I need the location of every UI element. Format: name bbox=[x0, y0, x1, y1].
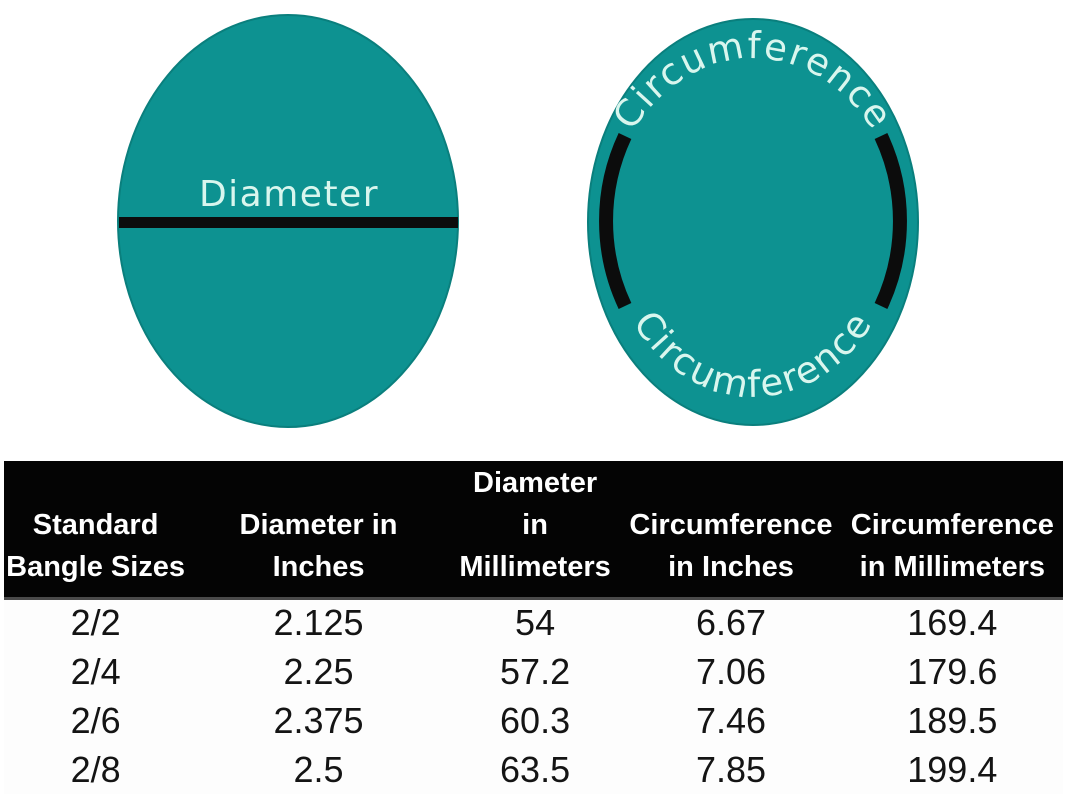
table-row: 2/2 2.125 54 6.67 169.4 bbox=[4, 598, 1063, 647]
header-diameter-millimeters: Diameter in Millimeters bbox=[449, 461, 621, 600]
circumference-arc-left-icon bbox=[599, 133, 632, 309]
cell-diameter-in: 2.125 bbox=[187, 598, 450, 647]
cell-circumference-in: 7.85 bbox=[620, 745, 842, 794]
header-circumference-millimeters: Circumference in Millimeters bbox=[841, 461, 1063, 600]
cell-circumference-mm: 179.6 bbox=[841, 647, 1063, 696]
cell-circumference-in: 7.46 bbox=[620, 696, 842, 745]
cell-diameter-mm: 54 bbox=[449, 598, 621, 647]
diameter-circumference-diagram: Diameter Circumference Circumference bbox=[117, 14, 919, 428]
cell-diameter-in: 2.375 bbox=[187, 696, 450, 745]
table-row: 2/8 2.5 63.5 7.85 199.4 bbox=[4, 745, 1063, 794]
cell-circumference-in: 7.06 bbox=[620, 647, 842, 696]
table-row: 2/4 2.25 57.2 7.06 179.6 bbox=[4, 647, 1063, 696]
table-header-row: Standard Bangle Sizes Diameter in Inches… bbox=[4, 461, 1063, 600]
cell-size: 2/4 bbox=[4, 647, 188, 696]
cell-size: 2/8 bbox=[4, 745, 188, 794]
cell-circumference-mm: 169.4 bbox=[841, 598, 1063, 647]
header-standard-bangle-sizes: Standard Bangle Sizes bbox=[4, 461, 188, 600]
diameter-label: Diameter bbox=[199, 174, 379, 215]
circumference-arc-right-icon bbox=[874, 133, 907, 309]
cell-diameter-mm: 60.3 bbox=[449, 696, 621, 745]
cell-diameter-mm: 63.5 bbox=[449, 745, 621, 794]
header-diameter-inches: Diameter in Inches bbox=[187, 461, 450, 600]
header-circumference-inches: Circumference in Inches bbox=[620, 461, 842, 600]
cell-circumference-in: 6.67 bbox=[620, 598, 842, 647]
cell-circumference-mm: 189.5 bbox=[841, 696, 1063, 745]
cell-diameter-in: 2.5 bbox=[187, 745, 450, 794]
cell-size: 2/6 bbox=[4, 696, 188, 745]
circumference-circle bbox=[587, 18, 919, 426]
size-table-section: Standard Bangle Sizes Diameter in Inches… bbox=[0, 461, 1067, 794]
cell-circumference-mm: 199.4 bbox=[841, 745, 1063, 794]
bangle-size-table: Standard Bangle Sizes Diameter in Inches… bbox=[4, 461, 1063, 794]
cell-diameter-mm: 57.2 bbox=[449, 647, 621, 696]
cell-diameter-in: 2.25 bbox=[187, 647, 450, 696]
table-row: 2/6 2.375 60.3 7.46 189.5 bbox=[4, 696, 1063, 745]
diameter-line bbox=[119, 217, 458, 228]
cell-size: 2/2 bbox=[4, 598, 188, 647]
